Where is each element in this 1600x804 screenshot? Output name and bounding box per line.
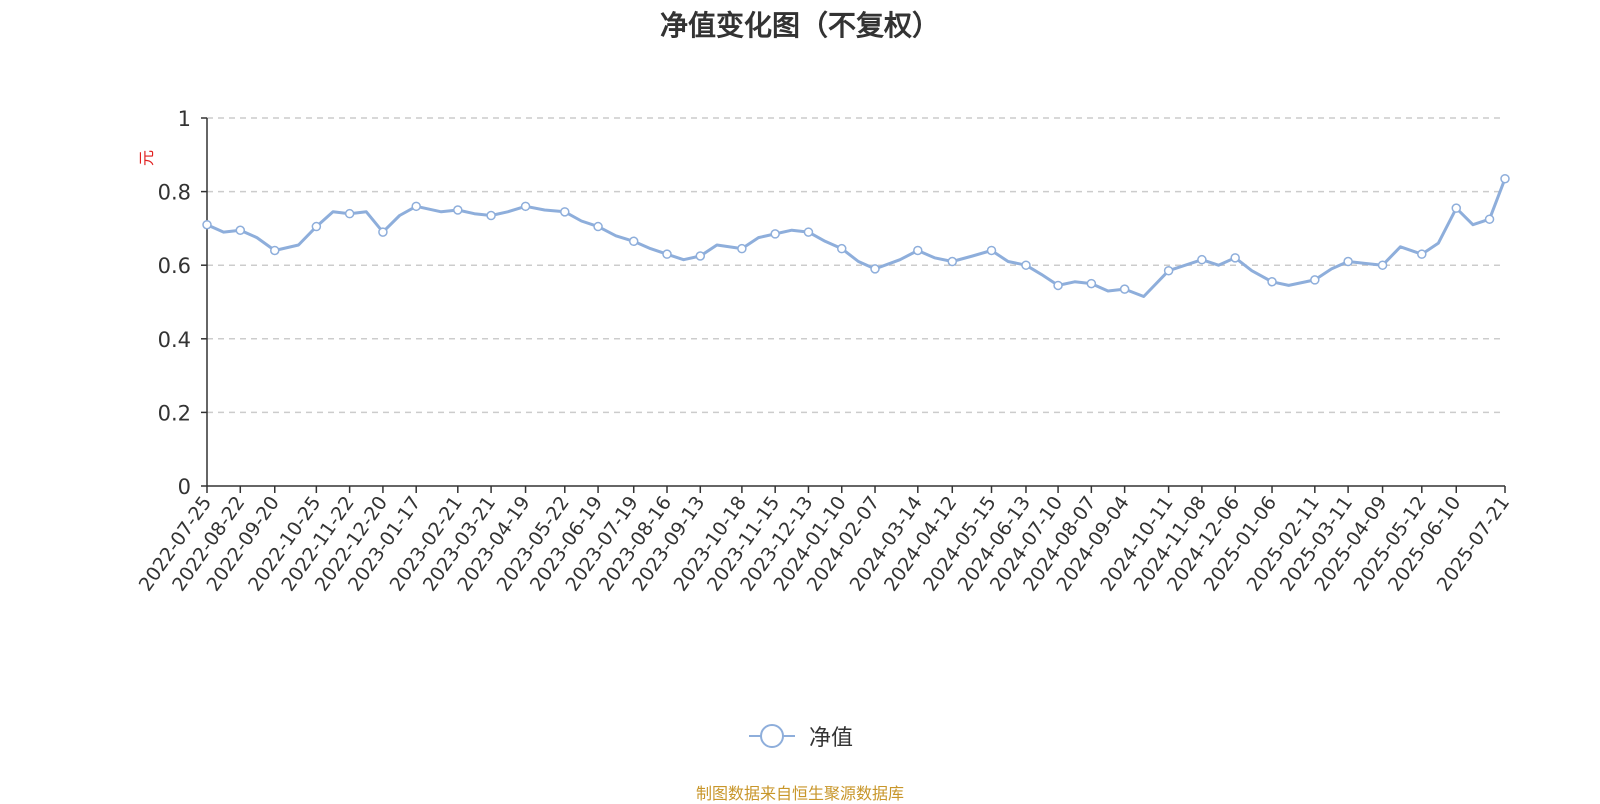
series-layer — [202, 173, 1510, 298]
data-point[interactable] — [1451, 203, 1462, 213]
y-tick-label: 0.6 — [158, 254, 191, 278]
data-point[interactable] — [235, 225, 246, 235]
legend-label: 净值 — [808, 726, 853, 751]
data-point[interactable] — [1163, 265, 1174, 276]
data-point[interactable] — [344, 208, 355, 219]
data-point[interactable] — [520, 201, 531, 212]
data-point[interactable] — [1119, 284, 1130, 294]
data-point[interactable] — [913, 245, 923, 256]
data-point[interactable] — [311, 221, 322, 232]
legend-marker-icon — [748, 724, 795, 748]
data-point[interactable] — [1377, 260, 1388, 270]
data-point[interactable] — [947, 256, 958, 267]
data-point[interactable] — [1484, 214, 1495, 224]
chart-title: 净值变化图（不复权） — [659, 9, 940, 42]
data-point[interactable] — [593, 221, 603, 232]
data-point[interactable] — [1086, 278, 1097, 289]
data-point[interactable] — [560, 207, 570, 217]
data-point[interactable] — [662, 249, 672, 259]
data-point[interactable] — [1053, 280, 1063, 291]
y-axis-unit: 元 — [137, 150, 156, 166]
x-tick-labels: 2022-07-252022-08-222022-09-202022-10-25… — [135, 492, 1514, 595]
data-point[interactable] — [411, 201, 421, 212]
y-tick-label: 0.8 — [158, 181, 191, 205]
data-point[interactable] — [202, 219, 212, 230]
data-point[interactable] — [737, 243, 747, 254]
data-point[interactable] — [270, 245, 280, 256]
y-tick-labels: 0 0.2 0.4 0.6 0.8 1 — [158, 107, 191, 499]
data-point[interactable] — [486, 210, 496, 221]
data-point[interactable] — [695, 251, 706, 261]
data-point[interactable] — [803, 227, 814, 237]
data-point[interactable] — [453, 205, 463, 215]
data-point[interactable] — [1230, 253, 1240, 263]
data-point[interactable] — [1343, 256, 1353, 267]
data-point[interactable] — [378, 227, 388, 237]
data-point[interactable] — [836, 243, 847, 254]
data-point[interactable] — [1417, 249, 1427, 259]
data-point[interactable] — [1197, 254, 1207, 265]
y-tick-label: 1 — [178, 107, 191, 131]
y-tick-label: 0.4 — [158, 328, 191, 352]
data-point[interactable] — [986, 245, 997, 256]
data-point[interactable] — [1310, 275, 1320, 285]
y-tick-label: 0.2 — [158, 401, 191, 425]
data-point[interactable] — [1267, 277, 1277, 287]
grid-lines — [207, 117, 1500, 414]
legend[interactable]: 净值 — [0, 720, 1600, 752]
data-point[interactable] — [870, 264, 880, 274]
y-tick-label: 0 — [178, 475, 191, 499]
data-source-note: 制图数据来自恒生聚源数据库 — [695, 784, 904, 803]
data-point[interactable] — [628, 236, 639, 247]
data-point[interactable] — [1021, 260, 1031, 270]
axes — [201, 117, 1506, 493]
data-point[interactable] — [770, 229, 780, 239]
data-point[interactable] — [1500, 173, 1510, 184]
